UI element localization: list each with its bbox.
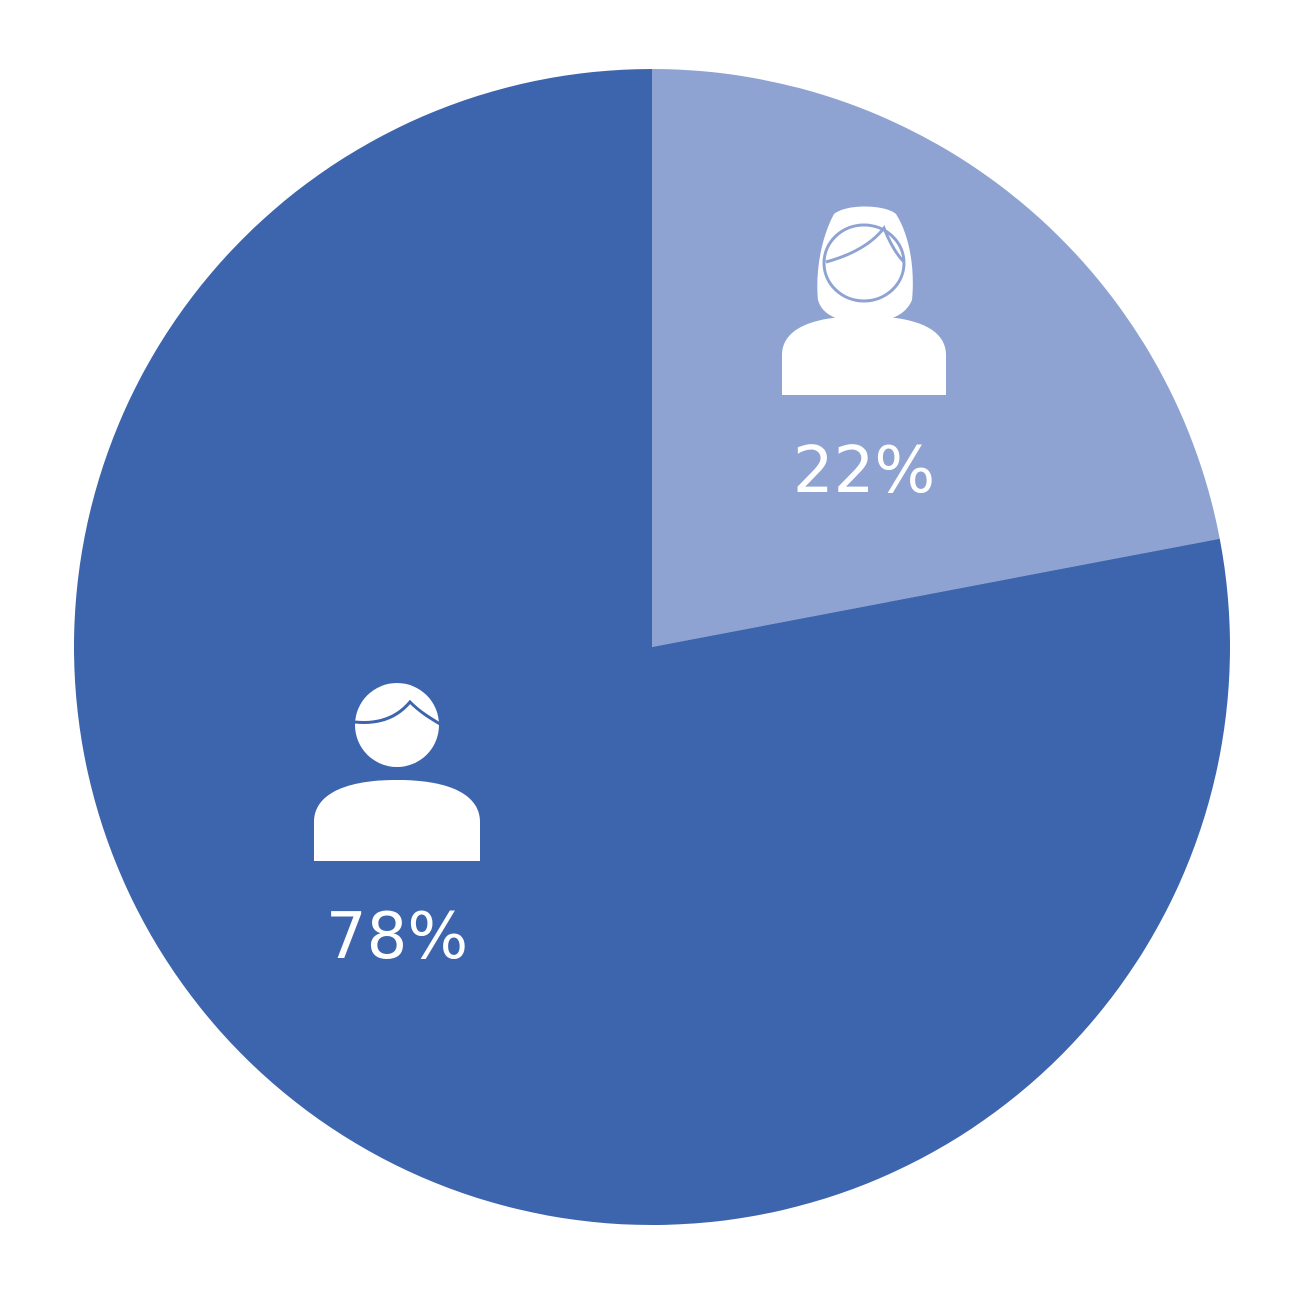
slice-label-female: 22% — [793, 434, 935, 508]
slices-layer — [73, 69, 1230, 1225]
pie-slice-male — [73, 69, 1230, 1225]
slice-label-male: 78% — [326, 900, 468, 974]
female-person-icon — [782, 206, 946, 395]
male-person-icon — [314, 683, 480, 861]
